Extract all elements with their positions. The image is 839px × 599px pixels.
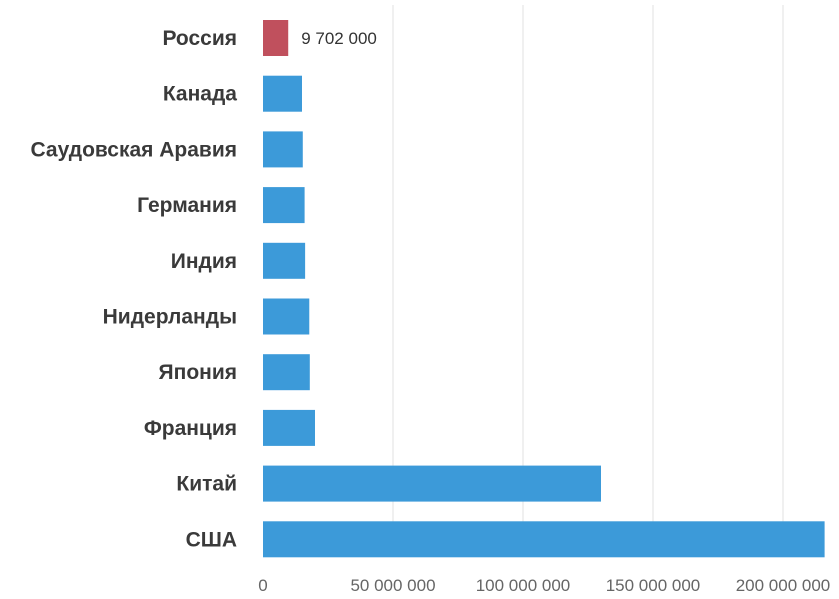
bar-4 xyxy=(263,242,306,279)
bar-5 xyxy=(263,298,310,335)
x-axis-ticks: 0 50 000 000 100 000 000 150 000 000 200 000… xyxy=(258,576,830,595)
category-label: Нидерланды xyxy=(103,306,237,329)
bar-7 xyxy=(263,409,315,446)
bar-2 xyxy=(263,131,303,168)
grid-lines xyxy=(392,5,784,556)
category-label: Китай xyxy=(176,473,237,496)
bar-0 xyxy=(263,20,289,56)
x-tick-label: 200 000 000 xyxy=(736,576,831,595)
bar-3 xyxy=(263,187,305,224)
category-label: Япония xyxy=(159,361,237,384)
x-tick-label: 100 000 000 xyxy=(476,576,571,595)
data-label: 9 702 000 xyxy=(301,29,377,48)
bar-6 xyxy=(263,354,310,391)
data-labels: 9 702 000 xyxy=(301,29,377,48)
bar-9 xyxy=(263,521,825,558)
category-label: Саудовская Аравия xyxy=(30,138,237,161)
category-labels: Россия Канада Саудовская Аравия Германия Инд… xyxy=(30,27,237,551)
category-label: США xyxy=(186,528,237,551)
category-label: Индия xyxy=(171,250,237,273)
x-tick-label: 50 000 000 xyxy=(350,576,435,595)
bar-1 xyxy=(263,75,302,112)
x-tick-label: 150 000 000 xyxy=(606,576,701,595)
category-label: Россия xyxy=(162,27,237,50)
bar-8 xyxy=(263,465,601,502)
category-label: Германия xyxy=(137,194,237,217)
bars xyxy=(263,20,825,558)
category-label: Франция xyxy=(144,417,237,440)
category-label: Канада xyxy=(163,83,237,106)
x-tick-label: 0 xyxy=(258,576,267,595)
